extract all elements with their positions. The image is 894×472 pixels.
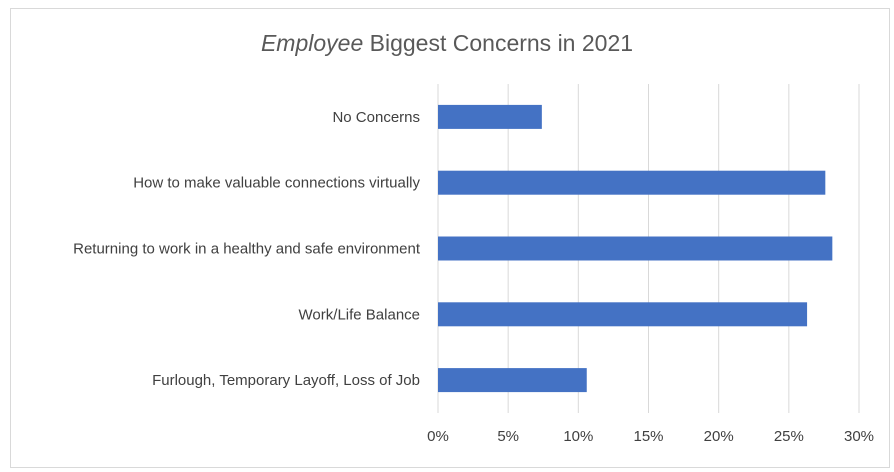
chart-title-italic: Employee [260,30,364,56]
bar [438,104,542,129]
x-tick-label: 30% [844,428,874,445]
tick-layer: 0% 5% 10% 15% 20% 25% 30% [427,428,874,445]
x-tick-label: 15% [633,428,663,445]
bar-layer [438,104,833,393]
x-tick-label: 25% [774,428,804,445]
x-tick-label: 0% [427,428,449,445]
bar [438,368,587,393]
category-label: How to make valuable connections virtual… [133,175,420,192]
label-layer: No Concerns How to make valuable connecti… [73,109,421,389]
x-tick-label: 10% [563,428,593,445]
bar [438,170,826,195]
x-tick-label: 5% [497,428,519,445]
chart-title: Employee Biggest Concerns in 2021 [0,30,894,57]
x-tick-label: 20% [704,428,734,445]
category-label: Returning to work in a healthy and safe … [73,241,421,258]
category-label: Work/Life Balance [299,306,420,323]
chart-title-rest: Biggest Concerns in 2021 [363,30,634,56]
category-label: Furlough, Temporary Layoff, Loss of Job [152,372,420,389]
bar [438,236,833,261]
bar [438,302,808,327]
category-label: No Concerns [332,109,420,126]
